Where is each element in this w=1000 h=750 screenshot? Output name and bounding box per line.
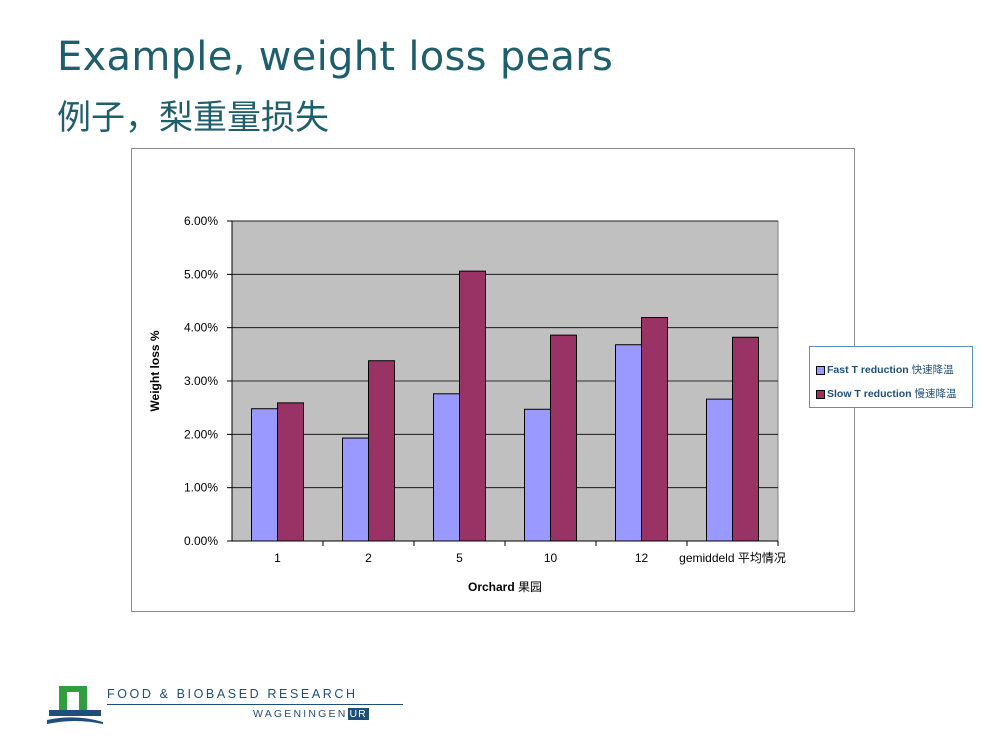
chart-legend: Fast T reduction 快速降温 Slow T reduction 慢… [809, 346, 973, 408]
y-tick-label: 4.00% [184, 321, 218, 335]
slide-title: Example, weight loss pears [57, 34, 614, 80]
x-tick-label: 2 [365, 551, 372, 565]
legend-label-slow-cn: 慢速降温 [911, 388, 957, 400]
footer-wageningen: WAGENINGEN [253, 708, 348, 720]
gridlines [232, 220, 778, 489]
slide-title-chinese: 例子，梨重量损失 [57, 98, 329, 138]
bar-fast-5 [706, 398, 733, 542]
y-tick-label: 1.00% [184, 481, 218, 495]
x-tick-label: 1 [274, 551, 281, 565]
bars [251, 270, 759, 542]
footer-org-name: FOOD & BIOBASED RESEARCH [107, 687, 358, 701]
bar-fast-2 [433, 393, 460, 542]
y-tick-label: 2.00% [184, 427, 218, 441]
y-tick-label: 5.00% [184, 267, 218, 281]
bar-fast-3 [524, 408, 551, 542]
bar-slow-1 [368, 360, 395, 542]
bar-slow-5 [732, 336, 759, 542]
legend-label-slow-en: Slow T reduction [827, 388, 912, 400]
y-tick-labels: 0.00% 1.00% 2.00% 3.00% 4.00% 5.00% 6.00% [184, 214, 232, 548]
legend-swatch-fast [816, 365, 825, 375]
bar-slow-4 [641, 317, 668, 542]
footer-logo: FOOD & BIOBASED RESEARCH WAGENINGEN UR [45, 684, 415, 726]
bar-fast-0 [251, 408, 278, 542]
x-tick-labels: 1 2 5 10 12 gemiddeld 平均情况 [274, 541, 786, 565]
bar-fast-4 [615, 344, 642, 542]
x-axis-title: Orchard 果园 [468, 580, 542, 594]
x-axis-title-main: Orchard [468, 580, 515, 594]
footer-ur-badge: UR [347, 708, 369, 720]
y-axis-title: Weight loss % [148, 330, 162, 411]
x-tick-label: 12 [635, 551, 649, 565]
y-tick-label: 0.00% [184, 534, 218, 548]
wageningen-logo-icon [47, 686, 103, 724]
bar-fast-1 [342, 437, 369, 542]
bar-slow-0 [277, 402, 304, 542]
bar-slow-2 [459, 270, 486, 542]
legend-item-slow: Slow T reduction 慢速降温 [816, 386, 957, 401]
bar-slow-3 [550, 334, 577, 542]
x-tick-label: gemiddeld 平均情况 [679, 551, 786, 565]
legend-label-fast-en: Fast T reduction [827, 364, 909, 376]
footer-divider [107, 704, 403, 705]
legend-swatch-slow [816, 389, 825, 399]
footer-wageningen-ur: WAGENINGEN UR [253, 708, 369, 720]
legend-label-fast-cn: 快速降温 [908, 364, 954, 376]
x-axis-title-cn: 果园 [515, 580, 542, 594]
y-tick-label: 3.00% [184, 374, 218, 388]
legend-item-fast: Fast T reduction 快速降温 [816, 362, 954, 377]
x-tick-label: 10 [544, 551, 558, 565]
y-tick-label: 6.00% [184, 214, 218, 228]
x-tick-label: 5 [456, 551, 463, 565]
